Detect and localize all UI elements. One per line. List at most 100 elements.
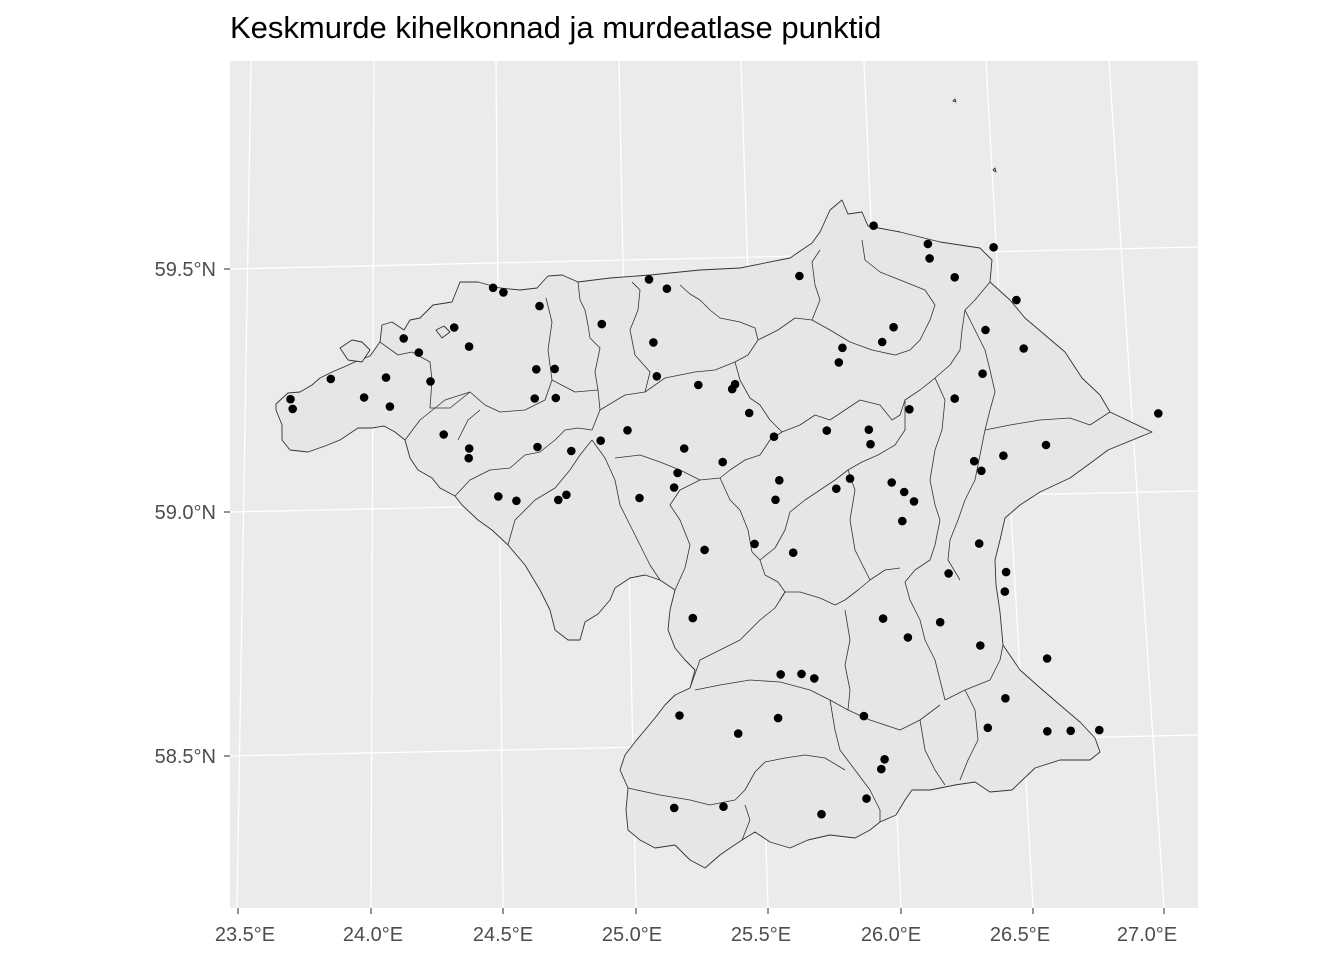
atlas-point — [1001, 694, 1010, 703]
parish-boundary — [919, 719, 946, 786]
parish-boundary — [844, 609, 851, 711]
atlas-point — [662, 284, 672, 294]
page-title: Keskmurde kihelkonnad ja murdeatlase pun… — [230, 10, 882, 45]
atlas-point — [750, 539, 759, 549]
atlas-point — [935, 617, 945, 627]
atlas-point — [989, 243, 998, 252]
atlas-point — [978, 369, 987, 379]
atlas-point — [669, 483, 679, 492]
y-tick-label: 59.0°N — [155, 502, 216, 524]
parish-boundary — [591, 439, 661, 581]
x-tick-label: 23.5°E — [215, 924, 275, 946]
atlas-point — [923, 239, 933, 249]
atlas-point — [535, 301, 544, 311]
atlas-point — [977, 466, 986, 476]
atlas-point — [719, 802, 728, 811]
atlas-point — [744, 408, 754, 418]
atlas-point — [326, 374, 336, 384]
atlas-point — [1066, 726, 1075, 736]
meridian-27-0 — [1108, 60, 1165, 909]
atlas-point — [981, 325, 990, 335]
atlas-point — [554, 495, 563, 505]
atlas-point — [567, 446, 576, 456]
atlas-point — [909, 497, 919, 506]
atlas-point — [649, 338, 658, 347]
atlas-point — [832, 484, 841, 494]
parish-boundary — [689, 591, 786, 689]
atlas-point — [810, 674, 819, 683]
parish-boundary — [734, 361, 906, 433]
island-shape — [339, 339, 371, 363]
atlas-point — [464, 342, 474, 351]
atlas-point — [788, 548, 798, 557]
atlas-point — [976, 641, 985, 650]
x-axis-labels: 23.5°E 24.0°E 24.5°E 25.0°E 25.5°E 26.0°… — [215, 924, 1177, 946]
atlas-point — [700, 545, 709, 555]
atlas-point — [877, 764, 886, 774]
parish-boundary — [934, 281, 991, 379]
parish-boundary — [599, 284, 759, 411]
atlas-point — [1012, 295, 1021, 305]
atlas-point — [533, 442, 542, 452]
atlas-point — [551, 393, 561, 403]
atlas-point — [399, 334, 409, 343]
atlas-point — [688, 613, 698, 623]
y-tick-label: 59.5°N — [155, 259, 216, 281]
atlas-point — [822, 426, 832, 435]
atlas-point — [950, 394, 959, 403]
atlas-point — [488, 283, 498, 293]
island-shape — [992, 167, 997, 173]
parish-map — [275, 98, 1153, 869]
atlas-point — [859, 711, 869, 721]
x-tick-label: 27.0°E — [1117, 924, 1177, 946]
atlas-point — [530, 394, 539, 403]
parish-boundary — [811, 249, 821, 321]
atlas-point — [286, 394, 295, 404]
atlas-point — [864, 425, 874, 435]
atlas-point — [771, 495, 780, 505]
meridian-24-0 — [370, 60, 375, 909]
parish-boundary — [669, 479, 701, 591]
island-shape — [952, 98, 957, 103]
island-shape — [435, 325, 451, 339]
atlas-point — [1154, 409, 1163, 418]
parish-boundary — [404, 297, 553, 441]
meridian-23-5 — [236, 60, 252, 909]
atlas-point — [869, 221, 878, 230]
atlas-point — [969, 456, 979, 466]
x-tick-label: 26.0°E — [861, 924, 921, 946]
y-tick-label: 58.5°N — [155, 746, 216, 768]
parish-boundary — [379, 341, 471, 409]
atlas-point — [288, 404, 298, 414]
atlas-point — [797, 669, 806, 679]
atlas-point — [562, 490, 571, 500]
axis-ticks — [224, 268, 1165, 914]
atlas-point — [359, 393, 369, 402]
atlas-points — [286, 221, 1163, 819]
atlas-point — [1043, 727, 1052, 736]
atlas-point — [776, 670, 785, 679]
atlas-point — [817, 809, 826, 819]
x-tick-label: 24.0°E — [343, 924, 403, 946]
parish-boundary — [551, 379, 599, 393]
parish-boundary — [457, 409, 481, 441]
atlas-point — [1095, 725, 1104, 735]
atlas-point — [898, 516, 907, 526]
parish-boundary — [847, 469, 871, 581]
atlas-point — [887, 478, 896, 487]
atlas-point — [950, 273, 959, 282]
parish-boundary — [454, 281, 601, 497]
atlas-point — [494, 492, 503, 501]
atlas-point — [889, 322, 898, 332]
parish-boundary — [984, 411, 1111, 431]
atlas-point — [532, 365, 541, 374]
parish-boundary — [959, 689, 979, 781]
parish-boundary — [829, 699, 881, 822]
atlas-point — [1041, 440, 1051, 450]
atlas-point — [426, 377, 435, 386]
atlas-point — [499, 288, 508, 297]
parish-boundary — [964, 309, 996, 431]
atlas-point — [877, 337, 887, 347]
atlas-point — [905, 405, 914, 414]
